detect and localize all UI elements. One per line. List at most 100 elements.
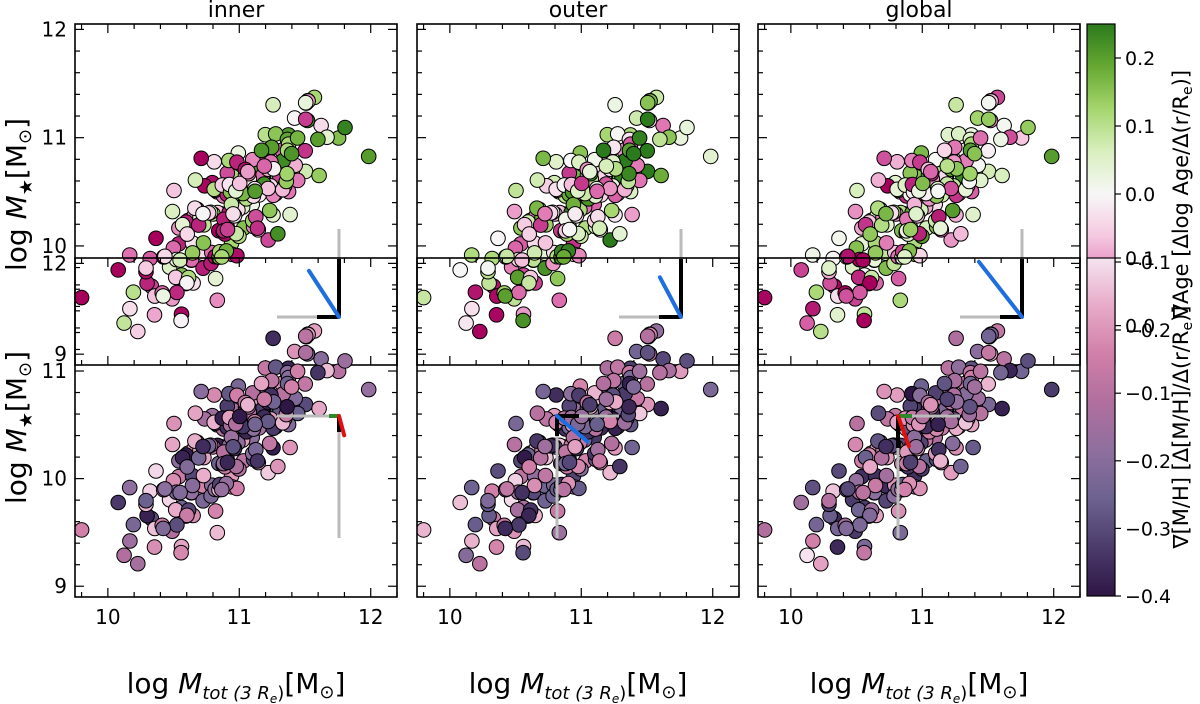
data-point [923, 397, 939, 413]
data-point [537, 467, 554, 484]
y-label-close: ] [0, 351, 33, 362]
data-point [360, 148, 377, 165]
colorbar-tick-label: −0.1 [1125, 383, 1171, 405]
data-point [799, 315, 815, 331]
data-points [75, 323, 377, 572]
data-point [966, 379, 983, 395]
data-point [838, 520, 855, 537]
data-point [207, 503, 224, 519]
data-point [621, 399, 637, 415]
data-point [172, 252, 188, 268]
data-point [311, 167, 327, 184]
data-point [256, 391, 273, 408]
data-point [813, 555, 829, 572]
data-point [283, 379, 300, 395]
data-point [164, 436, 181, 453]
data-point [1020, 353, 1036, 369]
y-label-unit: [M [0, 144, 33, 179]
x-tick-label: 10 [95, 605, 120, 629]
x-label-close: ] [335, 667, 346, 700]
x-label-symbol: M [520, 667, 544, 700]
data-point [499, 481, 515, 497]
data-point [166, 415, 182, 432]
data-point [297, 376, 314, 392]
data-point [980, 111, 997, 128]
x-label-subscript: tot (3 R [885, 683, 953, 704]
data-point [943, 180, 959, 197]
panel-frame [757, 257, 1081, 598]
data-point [279, 165, 295, 182]
colorbars-group: −0.2−0.10.00.10.2∇Age [Δlog Age/Δ(r/Re)]… [1086, 23, 1196, 608]
x-label-sun: ⊙ [661, 682, 676, 703]
x-label-unit: [M [284, 667, 319, 700]
data-point [639, 111, 656, 128]
data-point [889, 387, 906, 403]
data-point [840, 481, 856, 497]
data-point [679, 119, 695, 136]
data-point [240, 163, 256, 180]
colorbar-label-main: ∇Age [Δlog Age/Δ(r/R [1169, 95, 1193, 319]
data-point [529, 405, 546, 422]
data-point [567, 206, 583, 222]
data-point [253, 142, 270, 159]
x-tick-label: 11 [569, 605, 594, 629]
data-point [621, 165, 637, 182]
data-point [164, 203, 181, 220]
x-label-symbol: M [178, 667, 202, 700]
data-point [821, 492, 837, 509]
inset-gradient-arrow [337, 414, 347, 438]
data-point [497, 288, 514, 304]
data-point [526, 245, 543, 261]
data-point [595, 375, 612, 392]
data-point [631, 363, 648, 380]
data-point [521, 275, 537, 291]
data-point [289, 363, 306, 380]
inset-gradient-arrow [657, 275, 683, 319]
y-axis-label: log M★[M⊙] [0, 351, 37, 504]
data-point [148, 463, 164, 479]
data-point [1020, 119, 1036, 136]
data-point [75, 289, 90, 306]
data-point [464, 300, 480, 317]
data-point [892, 524, 909, 541]
y-label-log: log [0, 219, 33, 271]
data-point [849, 415, 865, 432]
gradient-direction-inset [896, 414, 960, 538]
data-point [994, 167, 1010, 184]
data-point [169, 284, 185, 301]
data-point [110, 494, 126, 511]
x-tick-label: 12 [1041, 605, 1066, 629]
data-point [679, 353, 695, 369]
data-point [146, 307, 163, 323]
data-point [862, 507, 878, 524]
data-point [856, 544, 872, 561]
data-point [932, 453, 949, 469]
data-points [417, 323, 719, 572]
data-point [840, 248, 856, 265]
y-label-sun: ⊙ [15, 129, 36, 144]
data-point [551, 292, 568, 309]
data-point [930, 416, 946, 433]
data-point [962, 165, 978, 182]
data-points [758, 89, 1060, 340]
x-axis-label: log Mtot (3 Re)[M⊙] [469, 667, 688, 704]
data-point [612, 226, 628, 242]
y-label-subscript: ★ [16, 412, 37, 428]
data-point [125, 516, 142, 533]
data-point [297, 94, 314, 111]
data-point [282, 206, 298, 223]
panel-metallicity-gradient-inner: 10 11 12 9 10 11 12 [42, 251, 398, 629]
data-point [805, 533, 821, 549]
data-point [639, 344, 656, 361]
data-point [639, 328, 656, 345]
data-point [497, 520, 514, 537]
data-point [157, 248, 173, 265]
data-point [463, 247, 480, 263]
data-point [930, 183, 946, 200]
y-label-close: ] [0, 118, 33, 129]
data-point [157, 481, 173, 497]
data-point [297, 344, 314, 361]
data-point [994, 400, 1010, 417]
data-point [231, 175, 248, 192]
data-point [829, 307, 846, 323]
